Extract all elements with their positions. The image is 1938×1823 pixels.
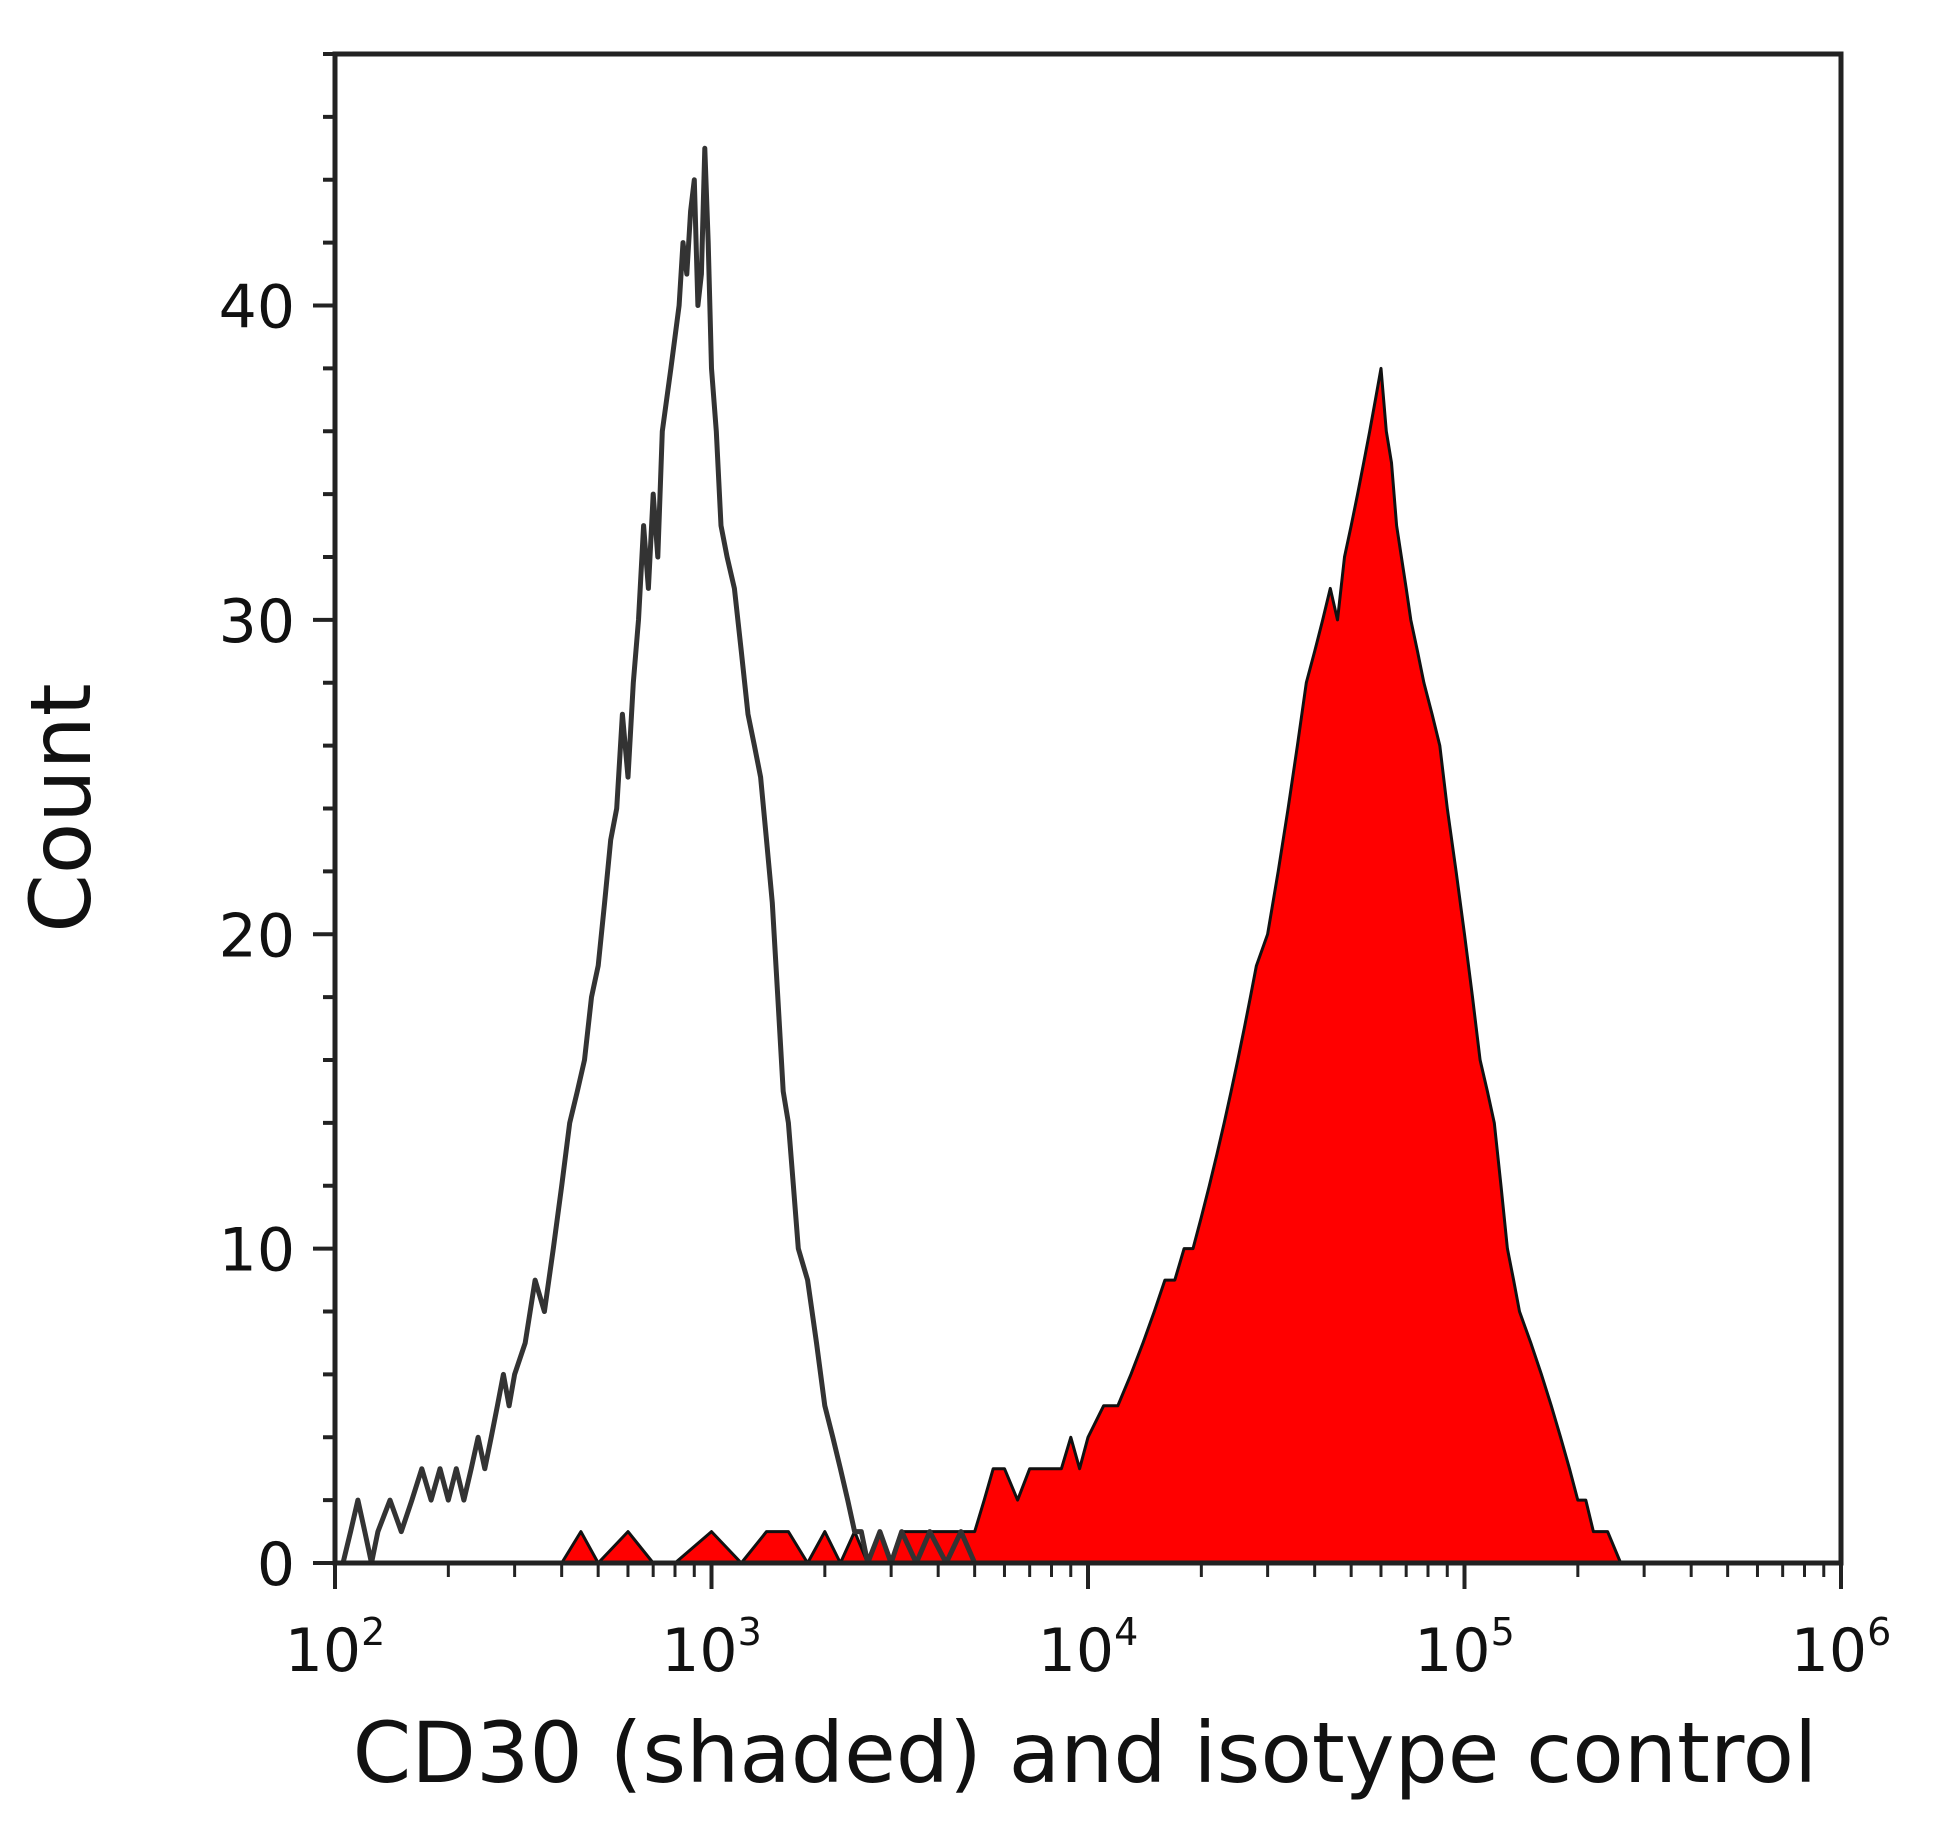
y-tick-label: 0 — [257, 1530, 295, 1600]
plot-frame — [332, 51, 1844, 1566]
x-tick-label: 104 — [1038, 1610, 1139, 1686]
x-axis-title: CD30 (shaded) and isotype control — [353, 1704, 1818, 1802]
series-layer — [340, 145, 1633, 1566]
x-tick-label: 102 — [285, 1610, 386, 1686]
y-tick-label: 20 — [219, 901, 295, 971]
y-tick-label: 30 — [219, 587, 295, 657]
series-0-line — [340, 145, 991, 1566]
y-tick-label: 40 — [219, 273, 295, 343]
series-1-area — [561, 368, 1633, 1563]
y-axis-title: Count — [12, 683, 110, 932]
x-tick-label: 106 — [1791, 1610, 1892, 1686]
y-tick-label: 10 — [219, 1216, 295, 1286]
axis-layer: 0 10 20 30 40 102 103 104 105 106 — [219, 52, 1892, 1686]
x-tick-label: 103 — [661, 1610, 762, 1686]
x-tick-label: 105 — [1414, 1610, 1515, 1686]
